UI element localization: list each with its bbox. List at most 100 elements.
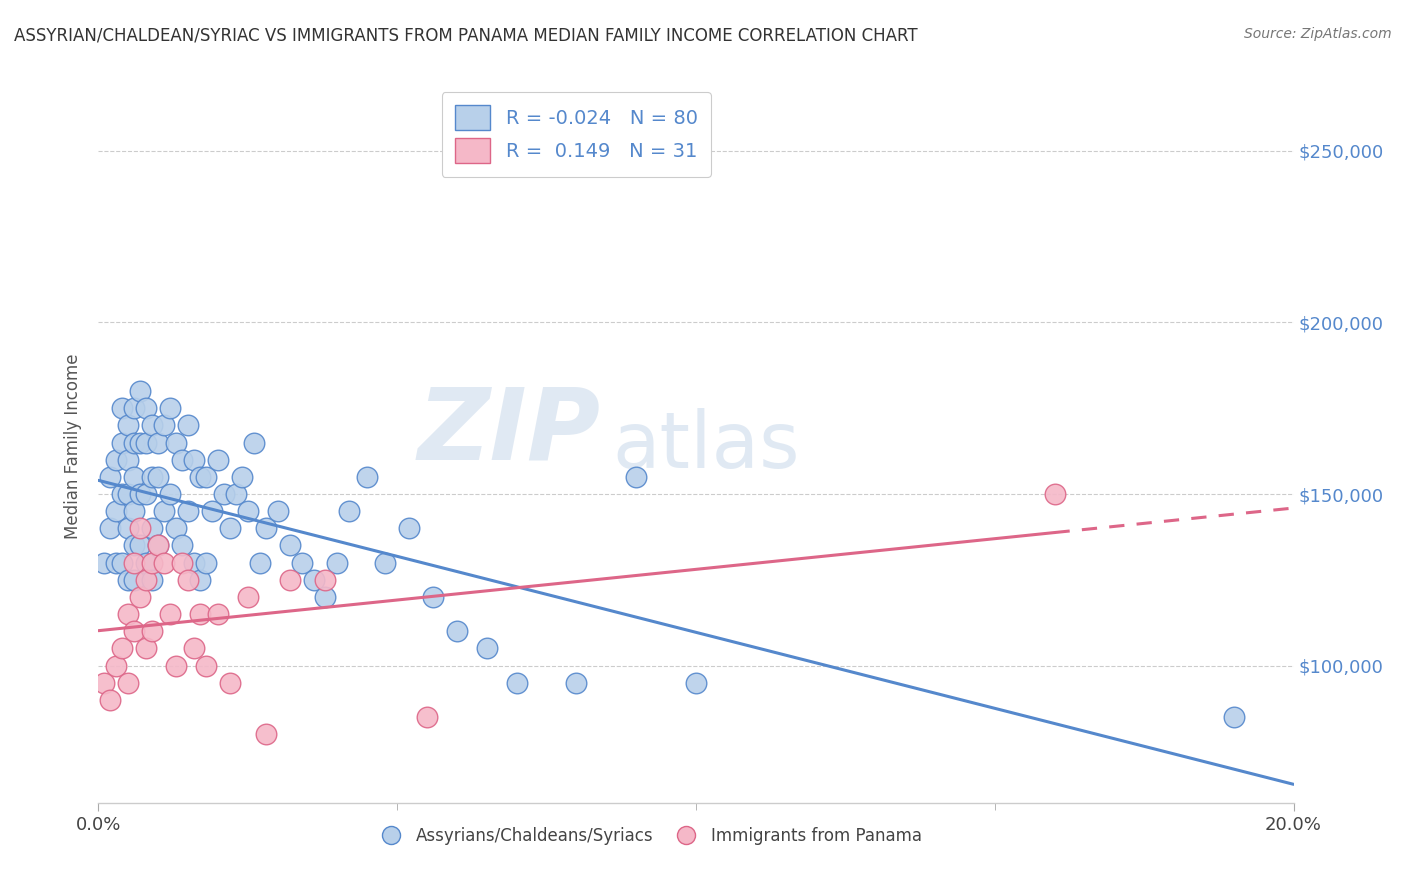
Point bbox=[129, 539, 152, 553]
Point bbox=[117, 607, 139, 621]
Point bbox=[165, 521, 187, 535]
Point bbox=[124, 470, 146, 484]
Point bbox=[111, 487, 134, 501]
Point bbox=[236, 504, 259, 518]
Point bbox=[105, 504, 128, 518]
Point bbox=[148, 539, 170, 553]
Point bbox=[124, 573, 146, 587]
Point bbox=[172, 556, 194, 570]
Point bbox=[339, 504, 361, 518]
Point bbox=[129, 435, 152, 450]
Point bbox=[326, 556, 349, 570]
Point bbox=[93, 556, 115, 570]
Point bbox=[93, 675, 115, 690]
Point bbox=[148, 435, 170, 450]
Point bbox=[135, 641, 157, 656]
Point bbox=[124, 435, 146, 450]
Point bbox=[129, 521, 152, 535]
Point bbox=[207, 607, 229, 621]
Point bbox=[506, 675, 529, 690]
Point bbox=[117, 418, 139, 433]
Point bbox=[188, 607, 211, 621]
Point bbox=[117, 487, 139, 501]
Text: atlas: atlas bbox=[613, 408, 800, 484]
Point bbox=[141, 470, 163, 484]
Point bbox=[254, 727, 277, 741]
Point bbox=[135, 401, 157, 416]
Text: Source: ZipAtlas.com: Source: ZipAtlas.com bbox=[1244, 27, 1392, 41]
Point bbox=[135, 435, 157, 450]
Point bbox=[153, 556, 176, 570]
Point bbox=[117, 452, 139, 467]
Point bbox=[416, 710, 439, 724]
Point bbox=[188, 470, 211, 484]
Point bbox=[172, 452, 194, 467]
Point bbox=[111, 556, 134, 570]
Point bbox=[195, 470, 218, 484]
Y-axis label: Median Family Income: Median Family Income bbox=[65, 353, 83, 539]
Point bbox=[124, 401, 146, 416]
Point bbox=[98, 470, 122, 484]
Point bbox=[111, 435, 134, 450]
Point bbox=[254, 521, 277, 535]
Point bbox=[302, 573, 325, 587]
Point bbox=[315, 573, 337, 587]
Point bbox=[165, 658, 187, 673]
Point bbox=[195, 556, 218, 570]
Text: ASSYRIAN/CHALDEAN/SYRIAC VS IMMIGRANTS FROM PANAMA MEDIAN FAMILY INCOME CORRELAT: ASSYRIAN/CHALDEAN/SYRIAC VS IMMIGRANTS F… bbox=[14, 27, 918, 45]
Point bbox=[141, 624, 163, 639]
Point bbox=[183, 556, 205, 570]
Point bbox=[1043, 487, 1066, 501]
Point bbox=[105, 658, 128, 673]
Point bbox=[159, 607, 181, 621]
Point bbox=[219, 521, 242, 535]
Point bbox=[117, 573, 139, 587]
Point bbox=[267, 504, 290, 518]
Point bbox=[315, 590, 337, 604]
Point bbox=[165, 435, 187, 450]
Point bbox=[177, 418, 200, 433]
Point bbox=[159, 401, 181, 416]
Point bbox=[626, 470, 648, 484]
Point bbox=[356, 470, 378, 484]
Point bbox=[231, 470, 253, 484]
Point bbox=[124, 504, 146, 518]
Point bbox=[141, 573, 163, 587]
Point bbox=[135, 556, 157, 570]
Point bbox=[135, 573, 157, 587]
Point bbox=[153, 418, 176, 433]
Point bbox=[124, 556, 146, 570]
Text: ZIP: ZIP bbox=[418, 384, 600, 480]
Point bbox=[148, 539, 170, 553]
Point bbox=[1223, 710, 1246, 724]
Point bbox=[565, 675, 588, 690]
Point bbox=[117, 675, 139, 690]
Point bbox=[172, 539, 194, 553]
Point bbox=[111, 401, 134, 416]
Point bbox=[129, 487, 152, 501]
Point bbox=[249, 556, 271, 570]
Point bbox=[475, 641, 498, 656]
Point bbox=[446, 624, 468, 639]
Point bbox=[278, 539, 301, 553]
Point bbox=[141, 556, 163, 570]
Point bbox=[153, 504, 176, 518]
Point bbox=[98, 521, 122, 535]
Point bbox=[124, 624, 146, 639]
Point bbox=[148, 470, 170, 484]
Point bbox=[201, 504, 224, 518]
Point bbox=[159, 487, 181, 501]
Point bbox=[111, 641, 134, 656]
Point bbox=[236, 590, 259, 604]
Point bbox=[129, 384, 152, 398]
Point bbox=[135, 487, 157, 501]
Point bbox=[98, 693, 122, 707]
Point bbox=[188, 573, 211, 587]
Point bbox=[225, 487, 247, 501]
Point bbox=[195, 658, 218, 673]
Point bbox=[177, 573, 200, 587]
Point bbox=[129, 590, 152, 604]
Point bbox=[117, 521, 139, 535]
Point bbox=[212, 487, 235, 501]
Point bbox=[141, 418, 163, 433]
